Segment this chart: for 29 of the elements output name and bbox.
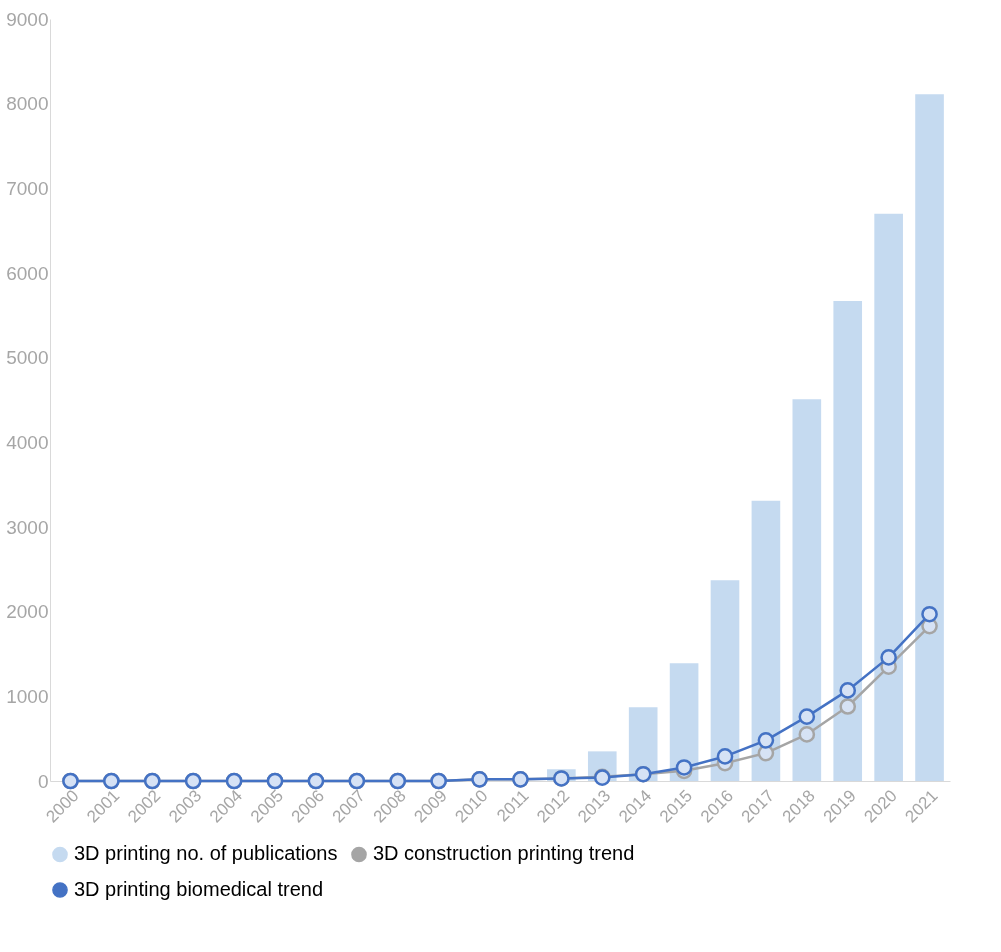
y-tick-label: 4000 bbox=[6, 431, 49, 453]
y-tick-label: 7000 bbox=[6, 177, 49, 199]
legend-label: 3D printing no. of publications bbox=[74, 842, 338, 865]
bar bbox=[792, 399, 822, 781]
point bbox=[798, 726, 816, 743]
point bbox=[880, 649, 897, 666]
point bbox=[675, 759, 693, 776]
bar bbox=[833, 300, 863, 781]
point bbox=[921, 605, 938, 623]
y-tick-label: 6000 bbox=[6, 262, 49, 284]
bar bbox=[710, 580, 740, 781]
bar bbox=[915, 94, 944, 781]
y-tick-label: 5000 bbox=[6, 347, 49, 369]
legend-label: 3D printing biomedical trend bbox=[74, 878, 324, 900]
point bbox=[798, 708, 816, 725]
point bbox=[716, 748, 734, 765]
y-tick-label: 8000 bbox=[6, 93, 49, 115]
point bbox=[839, 682, 857, 699]
y-tick-label: 0 bbox=[37, 770, 49, 792]
legend-label: 3D construction printing trend bbox=[373, 842, 635, 865]
point bbox=[839, 698, 857, 715]
y-tick-label: 9000 bbox=[6, 8, 49, 30]
point bbox=[757, 732, 775, 749]
bar bbox=[751, 500, 781, 781]
y-tick-label: 2000 bbox=[6, 601, 49, 623]
y-tick-label: 3000 bbox=[6, 516, 49, 538]
y-tick-label: 1000 bbox=[6, 685, 49, 707]
bar bbox=[874, 213, 903, 781]
bar bbox=[669, 663, 699, 781]
